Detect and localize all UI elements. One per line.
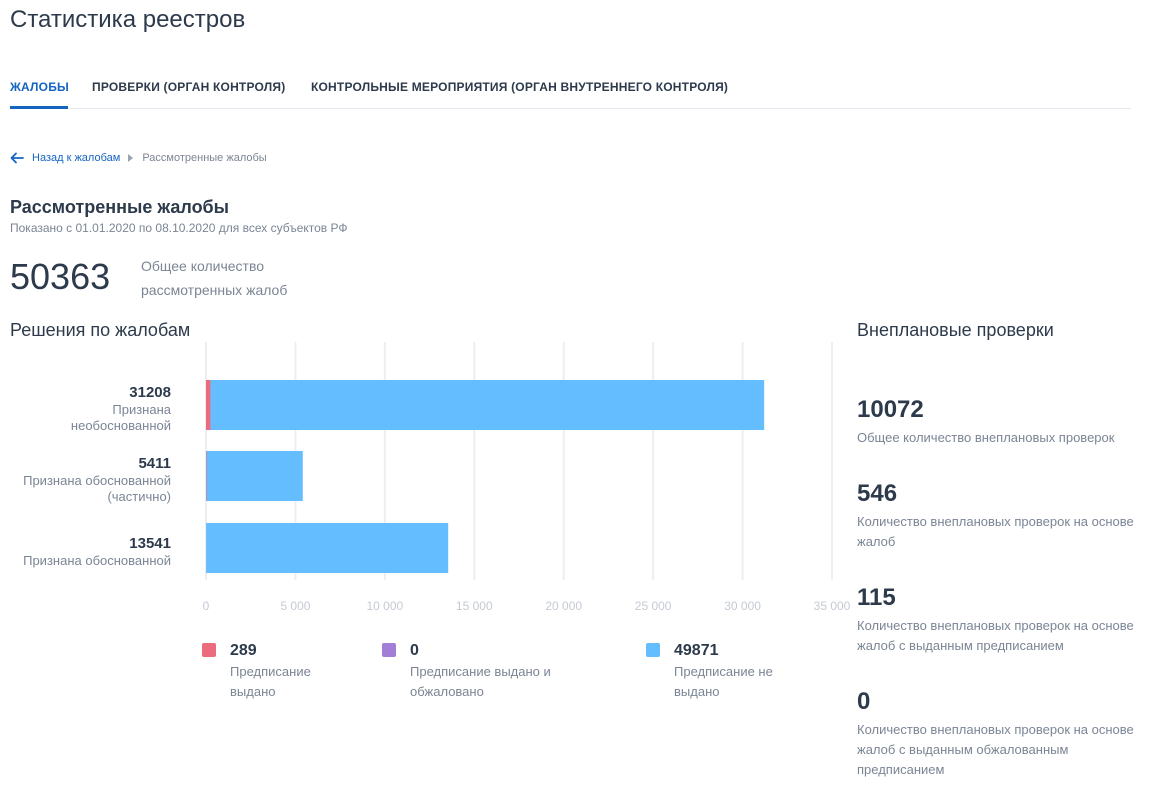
- bar-segment: [206, 451, 303, 501]
- category-label: Признана обоснованной: [23, 473, 171, 488]
- category-total: 13541: [129, 535, 171, 552]
- stat-value: 546: [857, 480, 898, 507]
- legend-swatch: [646, 643, 660, 657]
- stat-total-unscheduled: 10072 Общее количество внеплановых прове…: [857, 396, 1149, 448]
- bar-segment: [206, 380, 211, 430]
- tab-inspections[interactable]: ПРОВЕРКИ (ОРГАН КОНТРОЛЯ): [92, 80, 286, 94]
- category-label: Признана обоснованной: [23, 553, 171, 568]
- category-total: 31208: [129, 384, 171, 401]
- x-tick-label: 5 000: [280, 599, 310, 613]
- stat-value: 0: [857, 688, 871, 715]
- x-tick-label: 15 000: [456, 599, 493, 613]
- x-tick-label: 35 000: [814, 599, 850, 613]
- page-title: Статистика реестров: [10, 6, 246, 33]
- stat-value: 115: [857, 584, 896, 611]
- legend-swatch: [382, 643, 396, 657]
- tab-control-events[interactable]: КОНТРОЛЬНЫЕ МЕРОПРИЯТИЯ (ОРГАН ВНУТРЕННЕ…: [311, 80, 729, 94]
- legend-value: 49871: [674, 642, 719, 659]
- stat-unscheduled-with-appealed-order: 0 Количество внеплановых проверок на осн…: [857, 688, 1149, 780]
- legend-label: Предписание выдано: [230, 664, 311, 699]
- category-label: необоснованной: [71, 418, 171, 433]
- legend-swatch: [202, 643, 216, 657]
- section-title: Рассмотренные жалобы: [10, 197, 230, 217]
- bar-segment: [206, 451, 207, 501]
- breadcrumb-current: Рассмотренные жалобы: [142, 152, 267, 164]
- back-to-complaints-link[interactable]: Назад к жалобам: [32, 152, 121, 164]
- legend-value: 289: [230, 642, 257, 659]
- legend-label: Предписание выдано и обжаловано: [410, 664, 551, 699]
- breadcrumb: Назад к жалобам Рассмотренные жалобы: [10, 152, 267, 164]
- category-label: (частично): [107, 489, 171, 504]
- total-complaints-value: 50363: [10, 256, 111, 297]
- breadcrumb-separator-icon: [128, 154, 134, 162]
- unscheduled-inspections-title: Внеплановые проверки: [857, 320, 1054, 340]
- x-tick-label: 10 000: [367, 599, 404, 613]
- x-tick-label: 25 000: [635, 599, 672, 613]
- category-label: Признана: [112, 402, 171, 417]
- decisions-bar-chart: 0 5 000 10 000 15 000 20 000 25 000 30 000 35 0…: [23, 342, 850, 613]
- bar-segment: [210, 380, 765, 430]
- bar-segment: [206, 523, 449, 573]
- stat-label: Количество внеплановых проверок на основ…: [857, 618, 1134, 653]
- section-subtitle: Показано с 01.01.2020 по 08.10.2020 для …: [10, 221, 348, 235]
- stat-value: 10072: [857, 396, 924, 423]
- stat-label: Общее количество внеплановых проверок: [857, 430, 1115, 445]
- stat-label: Количество внеплановых проверок на основ…: [857, 514, 1134, 549]
- stat-unscheduled-from-complaints: 546 Количество внеплановых проверок на о…: [857, 480, 1149, 552]
- x-tick-label: 30 000: [724, 599, 761, 613]
- tab-complaints[interactable]: ЖАЛОБЫ: [10, 80, 69, 94]
- legend-value: 0: [410, 642, 419, 659]
- tab-bar: ЖАЛОБЫ ПРОВЕРКИ (ОРГАН КОНТРОЛЯ) КОНТРОЛ…: [10, 66, 1131, 109]
- arrow-left-icon[interactable]: [10, 152, 24, 164]
- active-tab-indicator: [10, 106, 68, 109]
- stat-unscheduled-with-order: 115 Количество внеплановых проверок на о…: [857, 584, 1149, 656]
- x-tick-label: 20 000: [545, 599, 582, 613]
- legend-label: Предписание не выдано: [674, 664, 773, 699]
- chart-title: Решения по жалобам: [10, 320, 191, 340]
- stat-label: Количество внеплановых проверок на основ…: [857, 722, 1134, 777]
- category-total: 5411: [138, 455, 171, 472]
- x-tick-label: 0: [203, 599, 210, 613]
- total-complaints-label: Общее количество рассмотренных жалоб: [141, 258, 288, 298]
